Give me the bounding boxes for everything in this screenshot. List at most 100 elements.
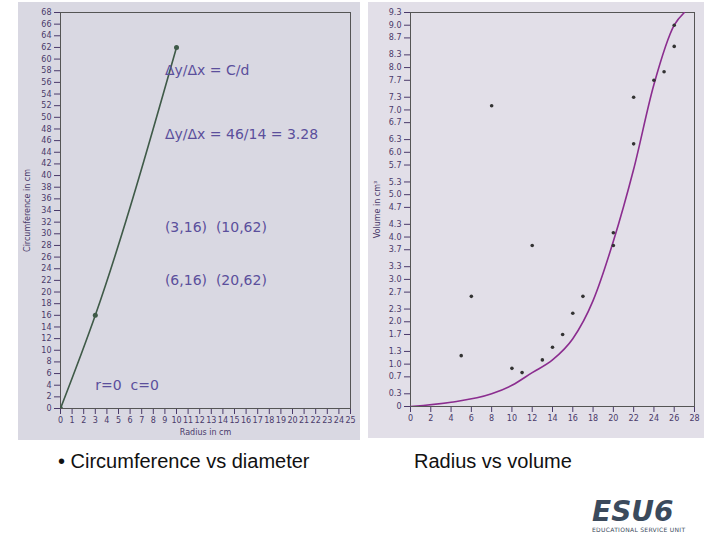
svg-text:2: 2 <box>428 414 433 423</box>
svg-text:25: 25 <box>345 416 355 425</box>
svg-text:10: 10 <box>507 414 517 423</box>
svg-text:50: 50 <box>41 113 51 122</box>
svg-text:0.7: 0.7 <box>389 372 402 381</box>
svg-text:34: 34 <box>41 206 51 215</box>
svg-text:20: 20 <box>41 288 51 297</box>
svg-text:20: 20 <box>287 416 297 425</box>
svg-text:4.7: 4.7 <box>389 203 402 212</box>
svg-text:9.0: 9.0 <box>389 21 402 30</box>
svg-text:r=0 c=0: r=0 c=0 <box>95 377 159 393</box>
svg-text:0: 0 <box>58 416 63 425</box>
svg-text:2.3: 2.3 <box>389 305 402 314</box>
svg-text:54: 54 <box>41 90 51 99</box>
svg-text:0: 0 <box>408 414 413 423</box>
svg-text:10: 10 <box>171 416 181 425</box>
svg-text:4.3: 4.3 <box>389 220 402 229</box>
svg-text:7.7: 7.7 <box>389 76 402 85</box>
svg-text:Radius in cm: Radius in cm <box>180 428 232 437</box>
svg-text:21: 21 <box>299 416 309 425</box>
svg-text:5.3: 5.3 <box>389 178 402 187</box>
svg-text:68: 68 <box>41 8 51 17</box>
svg-text:16: 16 <box>241 416 251 425</box>
svg-text:58: 58 <box>41 66 51 75</box>
svg-text:0: 0 <box>396 402 401 411</box>
svg-text:1.3: 1.3 <box>389 347 402 356</box>
svg-text:22: 22 <box>311 416 321 425</box>
svg-text:0.3: 0.3 <box>389 389 402 398</box>
svg-text:18: 18 <box>264 416 274 425</box>
svg-text:2: 2 <box>81 416 86 425</box>
svg-text:28: 28 <box>689 414 699 423</box>
svg-text:7.3: 7.3 <box>389 93 402 102</box>
svg-text:26: 26 <box>669 414 679 423</box>
svg-text:2: 2 <box>46 392 51 401</box>
svg-text:38: 38 <box>41 183 51 192</box>
svg-text:1.0: 1.0 <box>389 360 402 369</box>
svg-text:24: 24 <box>334 416 344 425</box>
svg-text:40: 40 <box>41 171 51 180</box>
svg-text:14: 14 <box>547 414 557 423</box>
svg-text:64: 64 <box>41 31 51 40</box>
svg-text:44: 44 <box>41 148 51 157</box>
svg-text:56: 56 <box>41 78 51 87</box>
svg-text:8: 8 <box>489 414 494 423</box>
svg-text:24: 24 <box>41 264 51 273</box>
svg-text:2.0: 2.0 <box>389 317 402 326</box>
svg-text:46: 46 <box>41 136 51 145</box>
svg-text:6.7: 6.7 <box>389 118 402 127</box>
svg-text:32: 32 <box>41 218 51 227</box>
svg-text:4: 4 <box>104 416 109 425</box>
svg-text:14: 14 <box>218 416 228 425</box>
svg-text:6.3: 6.3 <box>389 135 402 144</box>
svg-text:2.7: 2.7 <box>389 288 402 297</box>
svg-text:3: 3 <box>93 416 98 425</box>
svg-text:16: 16 <box>568 414 578 423</box>
svg-text:(6,16) (20,62): (6,16) (20,62) <box>165 272 267 288</box>
svg-text:3.3: 3.3 <box>389 262 402 271</box>
svg-text:13: 13 <box>206 416 216 425</box>
svg-text:Δy/Δx = C/d: Δy/Δx = C/d <box>165 62 249 78</box>
svg-text:22: 22 <box>41 276 51 285</box>
svg-text:1: 1 <box>70 416 75 425</box>
svg-text:11: 11 <box>183 416 193 425</box>
svg-text:5.0: 5.0 <box>389 190 402 199</box>
svg-text:3.7: 3.7 <box>389 245 402 254</box>
svg-text:42: 42 <box>41 159 51 168</box>
svg-text:19: 19 <box>276 416 286 425</box>
svg-text:7.0: 7.0 <box>389 106 402 115</box>
svg-text:22: 22 <box>629 414 639 423</box>
svg-text:8.3: 8.3 <box>389 50 402 59</box>
svg-text:6: 6 <box>46 369 51 378</box>
svg-text:1.7: 1.7 <box>389 330 402 339</box>
svg-text:4.0: 4.0 <box>389 233 402 242</box>
svg-text:30: 30 <box>41 229 51 238</box>
svg-text:36: 36 <box>41 194 51 203</box>
svg-text:Δy/Δx = 46/14 = 3.28: Δy/Δx = 46/14 = 3.28 <box>165 126 318 142</box>
svg-text:15: 15 <box>229 416 239 425</box>
svg-text:5.7: 5.7 <box>389 161 402 170</box>
svg-text:4: 4 <box>449 414 454 423</box>
svg-text:8: 8 <box>46 357 51 366</box>
svg-text:23: 23 <box>322 416 332 425</box>
svg-text:62: 62 <box>41 43 51 52</box>
svg-text:12: 12 <box>41 334 51 343</box>
svg-text:6: 6 <box>469 414 474 423</box>
svg-text:Volume in cm³: Volume in cm³ <box>373 181 382 239</box>
svg-text:66: 66 <box>41 20 51 29</box>
svg-text:5: 5 <box>116 416 121 425</box>
svg-text:18: 18 <box>588 414 598 423</box>
svg-text:60: 60 <box>41 55 51 64</box>
svg-text:12: 12 <box>195 416 205 425</box>
svg-text:Circumference in cm: Circumference in cm <box>23 169 32 252</box>
svg-text:14: 14 <box>41 323 51 332</box>
svg-text:4: 4 <box>46 381 51 390</box>
svg-text:16: 16 <box>41 311 51 320</box>
svg-text:20: 20 <box>608 414 618 423</box>
svg-text:6: 6 <box>128 416 133 425</box>
svg-text:12: 12 <box>527 414 537 423</box>
svg-text:9.3: 9.3 <box>389 8 402 17</box>
svg-text:18: 18 <box>41 299 51 308</box>
svg-text:28: 28 <box>41 241 51 250</box>
svg-text:8: 8 <box>151 416 156 425</box>
svg-text:0: 0 <box>46 404 51 413</box>
